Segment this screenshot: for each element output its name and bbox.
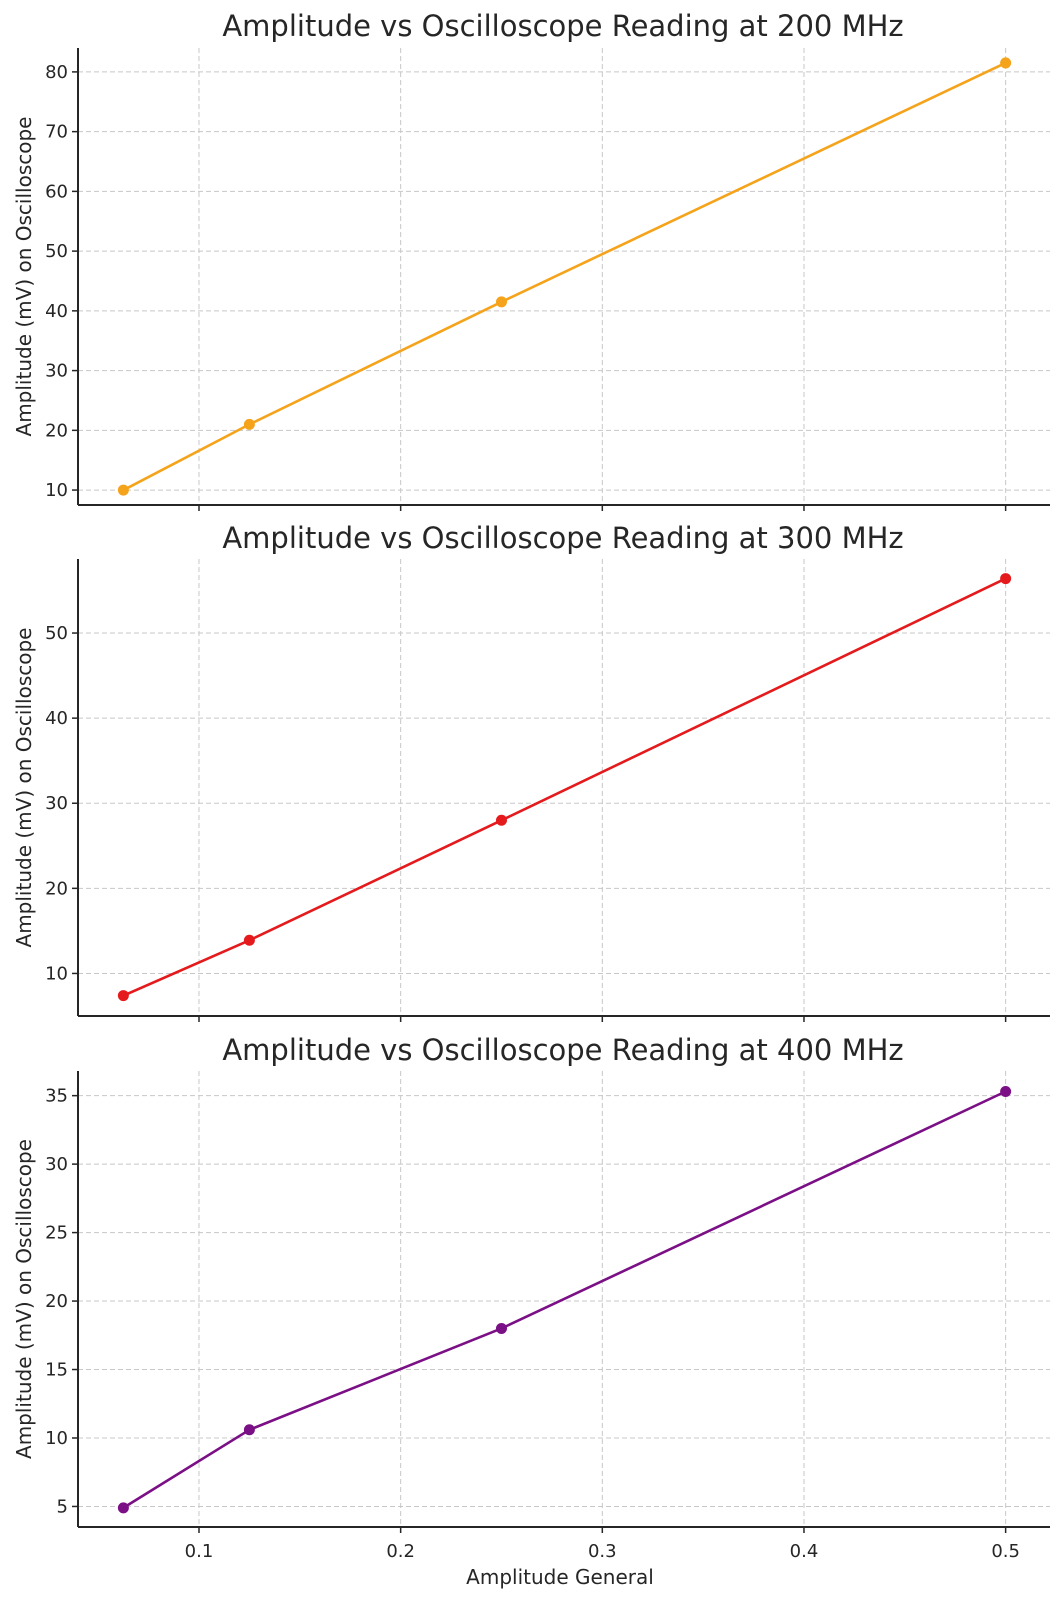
data-point xyxy=(495,296,507,308)
x-tick-label: 0.1 xyxy=(185,1541,214,1562)
grid xyxy=(78,1071,1050,1527)
y-tick-label: 50 xyxy=(45,623,68,644)
grid xyxy=(78,48,1050,505)
chart-title: Amplitude vs Oscilloscope Reading at 400… xyxy=(222,1033,903,1067)
y-tick-label: 35 xyxy=(45,1086,68,1107)
x-tick-label: 0.3 xyxy=(588,1541,617,1562)
chart-title: Amplitude vs Oscilloscope Reading at 200… xyxy=(222,9,903,43)
grid xyxy=(78,559,1050,1016)
y-tick-label: 10 xyxy=(45,480,68,501)
y-tick-label: 30 xyxy=(45,361,68,382)
y-tick-label: 40 xyxy=(45,301,68,322)
y-tick-label: 5 xyxy=(57,1496,68,1517)
data-point xyxy=(117,1502,129,1514)
data-point xyxy=(1000,1086,1012,1098)
y-tick-label: 50 xyxy=(45,241,68,262)
y-tick-label: 40 xyxy=(45,708,68,729)
x-axis-label: Amplitude General xyxy=(466,1565,654,1589)
chart-panel-1: Amplitude vs Oscilloscope Reading at 200… xyxy=(12,9,1050,511)
data-point xyxy=(495,1322,507,1334)
x-tick-label: 0.5 xyxy=(991,1541,1020,1562)
y-tick-label: 30 xyxy=(45,1154,68,1175)
y-tick-label: 10 xyxy=(45,963,68,984)
data-point xyxy=(117,990,129,1002)
data-point xyxy=(117,484,129,496)
x-tick-label: 0.2 xyxy=(386,1541,415,1562)
y-tick-label: 20 xyxy=(45,1291,68,1312)
series-line xyxy=(122,1090,1007,1510)
y-axis-label: Amplitude (mV) on Oscilloscope xyxy=(12,628,36,948)
y-tick-label: 20 xyxy=(45,878,68,899)
chart-title: Amplitude vs Oscilloscope Reading at 300… xyxy=(222,521,903,555)
y-tick-label: 70 xyxy=(45,122,68,143)
data-point xyxy=(243,934,255,946)
data-point xyxy=(495,814,507,826)
series-line xyxy=(122,577,1007,997)
y-tick-label: 20 xyxy=(45,420,68,441)
data-point xyxy=(243,418,255,430)
y-tick-label: 60 xyxy=(45,181,68,202)
data-point xyxy=(243,1424,255,1436)
y-tick-label: 80 xyxy=(45,62,68,83)
y-tick-label: 15 xyxy=(45,1360,68,1381)
y-tick-label: 25 xyxy=(45,1223,68,1244)
y-tick-label: 10 xyxy=(45,1428,68,1449)
data-point xyxy=(1000,573,1012,585)
series-line xyxy=(122,61,1007,492)
y-axis-label: Amplitude (mV) on Oscilloscope xyxy=(12,117,36,437)
chart-panel-2: Amplitude vs Oscilloscope Reading at 300… xyxy=(12,521,1050,1022)
chart-panel-3: Amplitude vs Oscilloscope Reading at 400… xyxy=(12,1033,1050,1589)
y-tick-label: 30 xyxy=(45,793,68,814)
y-axis-label: Amplitude (mV) on Oscilloscope xyxy=(12,1139,36,1459)
data-point xyxy=(1000,57,1012,69)
x-tick-label: 0.4 xyxy=(790,1541,819,1562)
